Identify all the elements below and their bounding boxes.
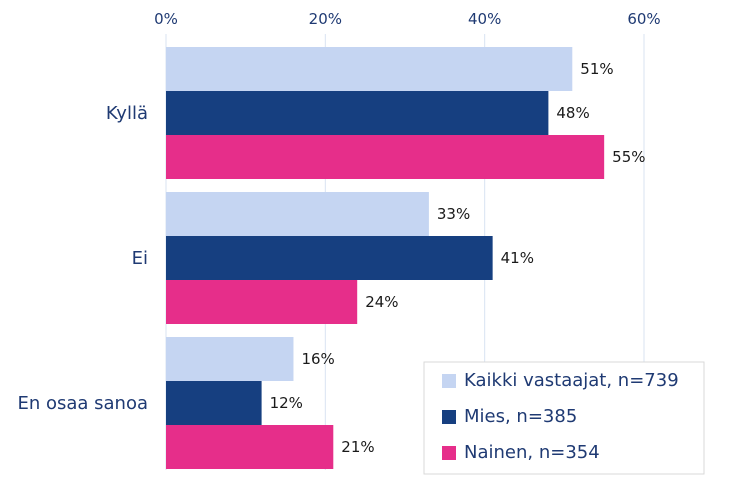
legend-label: Kaikki vastaajat, n=739: [464, 370, 679, 391]
bar-2-1: [166, 381, 262, 425]
data-label: 41%: [501, 249, 534, 267]
bar-1-2: [166, 280, 358, 324]
data-label: 33%: [437, 205, 470, 223]
data-label: 55%: [612, 148, 645, 166]
x-tick-label: 0%: [154, 10, 178, 28]
data-label: 21%: [341, 438, 374, 456]
legend-swatch-1: [442, 410, 456, 424]
category-label: En osaa sanoa: [17, 393, 148, 414]
legend-label: Mies, n=385: [464, 406, 577, 427]
legend-box: [423, 361, 705, 475]
bar-0-0: [166, 47, 573, 91]
data-label: 12%: [270, 394, 303, 412]
data-label: 24%: [365, 293, 398, 311]
data-label: 48%: [556, 104, 589, 122]
legend-label: Nainen, n=354: [464, 442, 600, 463]
bar-2-0: [166, 337, 294, 381]
category-label: Kyllä: [106, 103, 148, 124]
bar-2-2: [166, 425, 334, 469]
bar-1-0: [166, 192, 429, 236]
bar-1-1: [166, 236, 493, 280]
legend-swatch-2: [442, 446, 456, 460]
bar-0-2: [166, 135, 605, 179]
x-tick-label: 20%: [309, 10, 342, 28]
x-tick-label: 40%: [468, 10, 501, 28]
x-tick-label: 60%: [627, 10, 660, 28]
data-label: 51%: [580, 60, 613, 78]
bar-0-1: [166, 91, 549, 135]
data-label: 16%: [301, 350, 334, 368]
legend-swatch-0: [442, 374, 456, 388]
category-label: Ei: [132, 248, 148, 269]
